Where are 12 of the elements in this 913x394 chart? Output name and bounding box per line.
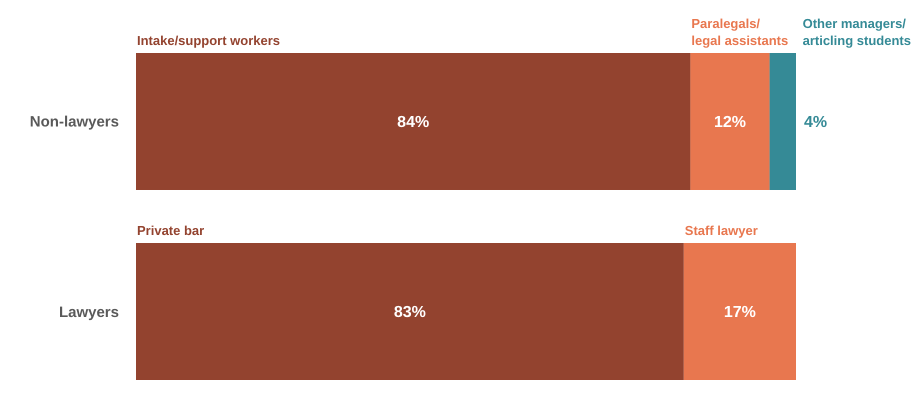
- data-label: 17%: [724, 304, 756, 322]
- data-label: 84%: [397, 114, 430, 132]
- y-tick-label: Non-lawyers: [30, 114, 119, 131]
- series-label: Private bar: [137, 223, 204, 238]
- series-label: Other managers/ articling students: [802, 16, 911, 48]
- series-label: Staff lawyer: [684, 223, 758, 238]
- data-label: 4%: [804, 114, 828, 132]
- data-label: 12%: [714, 114, 746, 132]
- series-label: Paralegals/ legal assistants: [691, 16, 788, 48]
- y-tick-label: Lawyers: [58, 304, 119, 321]
- data-label: 83%: [394, 304, 426, 322]
- series-label: Intake/support workers: [137, 33, 280, 48]
